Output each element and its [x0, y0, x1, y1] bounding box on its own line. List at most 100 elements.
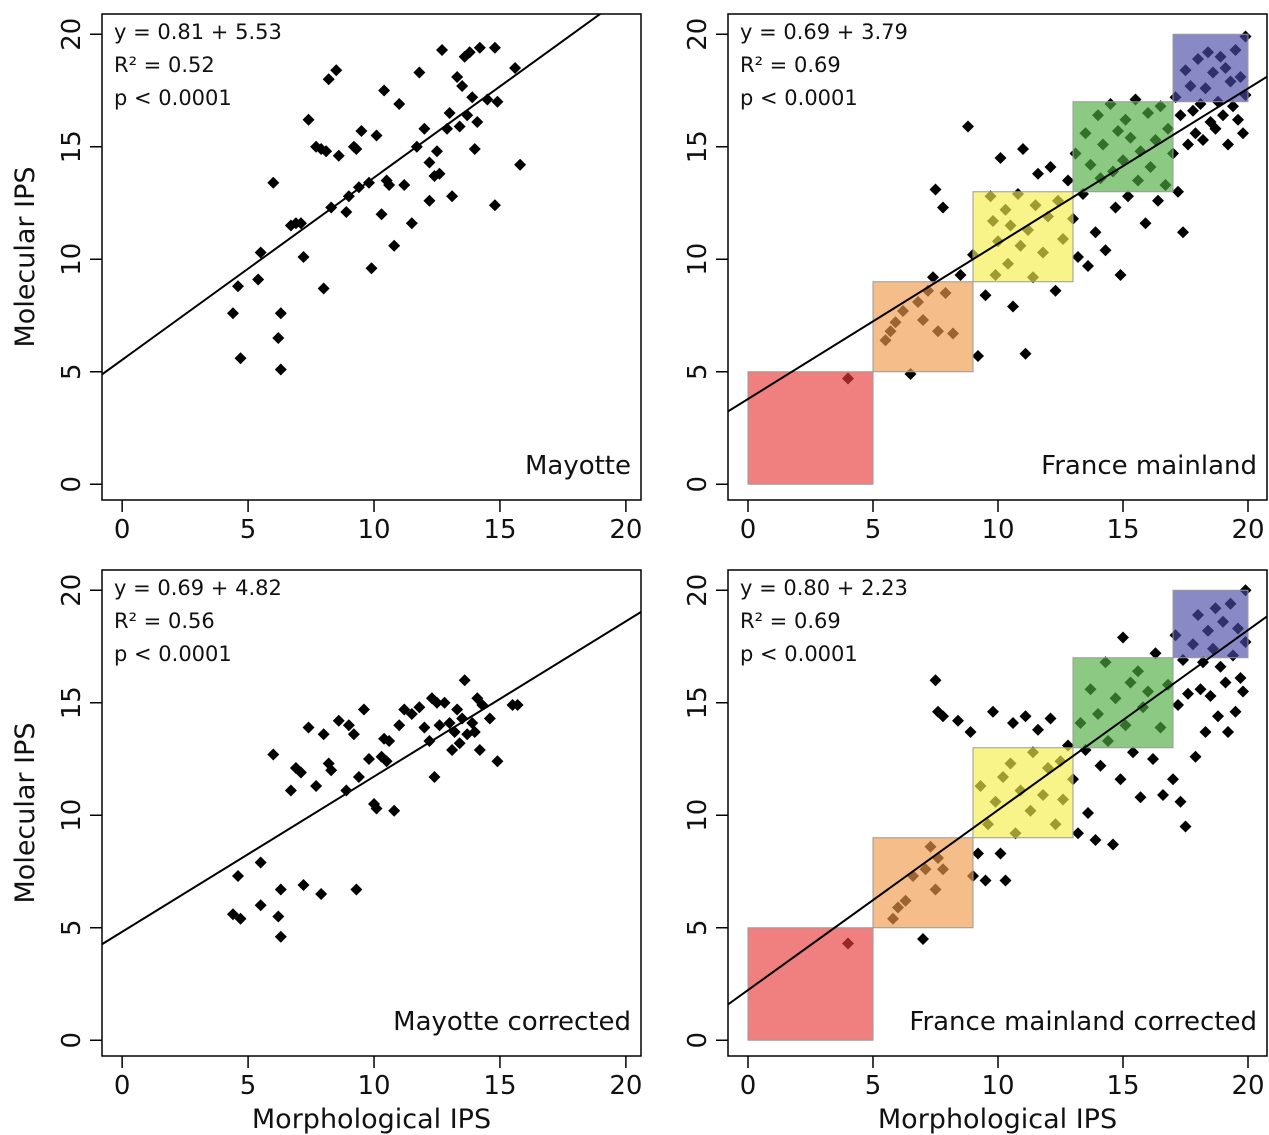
point	[1134, 791, 1147, 804]
point	[350, 883, 363, 896]
point	[1219, 676, 1232, 689]
point	[322, 73, 335, 86]
point	[473, 41, 486, 54]
point	[1177, 226, 1189, 239]
point	[1232, 113, 1244, 126]
annotation: R² = 0.56	[114, 609, 215, 633]
point	[423, 156, 436, 169]
y-tick-label: 20	[683, 18, 713, 51]
point	[999, 874, 1012, 887]
point	[937, 710, 949, 723]
point	[1197, 134, 1209, 146]
point	[357, 703, 370, 716]
point	[488, 41, 501, 54]
point	[994, 152, 1007, 164]
fit-line	[728, 75, 1267, 413]
y-tick-label: 5	[683, 919, 713, 936]
point	[297, 251, 310, 263]
x-axis-label: Morphological IPS	[252, 1104, 491, 1135]
point	[388, 239, 401, 252]
point	[330, 64, 343, 77]
panel-label: Mayotte corrected	[393, 1007, 631, 1037]
annotation: R² = 0.69	[740, 53, 841, 77]
y-tick-label: 15	[57, 686, 87, 719]
point	[1157, 789, 1169, 801]
class-region	[1072, 101, 1174, 193]
point	[466, 717, 479, 729]
y-tick-label: 15	[683, 130, 713, 163]
point	[1149, 647, 1162, 660]
fit-line	[102, 611, 641, 946]
point	[952, 714, 964, 727]
x-tick-label: 20	[1231, 515, 1264, 545]
x-tick-label: 20	[1231, 1071, 1264, 1101]
point	[1182, 687, 1194, 700]
y-tick-label: 0	[57, 476, 87, 493]
point	[234, 352, 247, 365]
point	[972, 350, 984, 362]
point	[446, 744, 459, 756]
point	[453, 120, 466, 133]
y-tick-label: 20	[57, 574, 87, 607]
point	[1189, 127, 1202, 140]
point	[1229, 705, 1242, 718]
point	[451, 71, 464, 83]
point	[473, 744, 486, 756]
point	[1019, 710, 1032, 723]
point	[443, 717, 456, 729]
point	[1147, 753, 1159, 765]
plot-frame	[101, 13, 642, 501]
point	[1227, 100, 1239, 113]
point	[347, 728, 360, 741]
point	[320, 145, 333, 158]
panel: 0 5 10 15 20 0 5 10 15 20 y = 0.69 + 3.79 R² = 0.69…	[683, 13, 1268, 545]
panel: 0 5 10 15 20 0 5 10 15 20 y = 0.69 + 4.82 R² = 0.56…	[10, 569, 642, 1135]
point	[370, 802, 383, 815]
point	[430, 145, 443, 158]
point	[929, 674, 942, 687]
y-tick-label: 5	[57, 919, 87, 936]
point	[1062, 174, 1074, 187]
point	[1189, 750, 1202, 763]
point	[370, 129, 383, 142]
point	[1214, 660, 1227, 673]
point	[1212, 710, 1224, 723]
point	[1122, 190, 1134, 203]
point	[430, 696, 443, 709]
point	[468, 143, 481, 155]
x-tick-label: 15	[483, 1071, 516, 1101]
x-tick-label: 20	[609, 515, 642, 545]
annotation: p < 0.0001	[740, 86, 858, 110]
x-tick-label: 15	[483, 515, 516, 545]
point	[398, 703, 411, 716]
point	[927, 271, 939, 284]
point	[315, 888, 328, 900]
panel: 0 5 10 15 20 0 5 10 15 20 y = 0.81 + 5.53 R² = 0.52…	[10, 13, 642, 545]
x-tick-label: 5	[240, 1071, 257, 1101]
point	[317, 728, 330, 741]
annotation: y = 0.80 + 2.23	[740, 576, 908, 600]
point	[1172, 699, 1184, 711]
class-region	[1172, 33, 1249, 103]
x-tick-label: 5	[865, 1071, 882, 1101]
point	[446, 190, 459, 203]
y-tick-label: 15	[57, 130, 87, 163]
point	[388, 804, 401, 817]
point	[1172, 185, 1184, 198]
point	[468, 726, 481, 738]
point	[1099, 244, 1112, 257]
point	[1182, 138, 1194, 151]
x-tick-label: 0	[114, 1071, 131, 1101]
point	[1174, 109, 1187, 122]
point	[267, 176, 280, 189]
point	[362, 753, 375, 765]
x-tick-label: 20	[609, 1071, 642, 1101]
point	[1017, 143, 1029, 155]
point	[272, 910, 285, 923]
point	[1237, 127, 1249, 140]
x-tick-label: 10	[357, 1071, 390, 1101]
point	[972, 847, 984, 860]
point	[340, 784, 353, 797]
point	[1194, 683, 1207, 696]
y-tick-label: 0	[57, 1032, 87, 1049]
